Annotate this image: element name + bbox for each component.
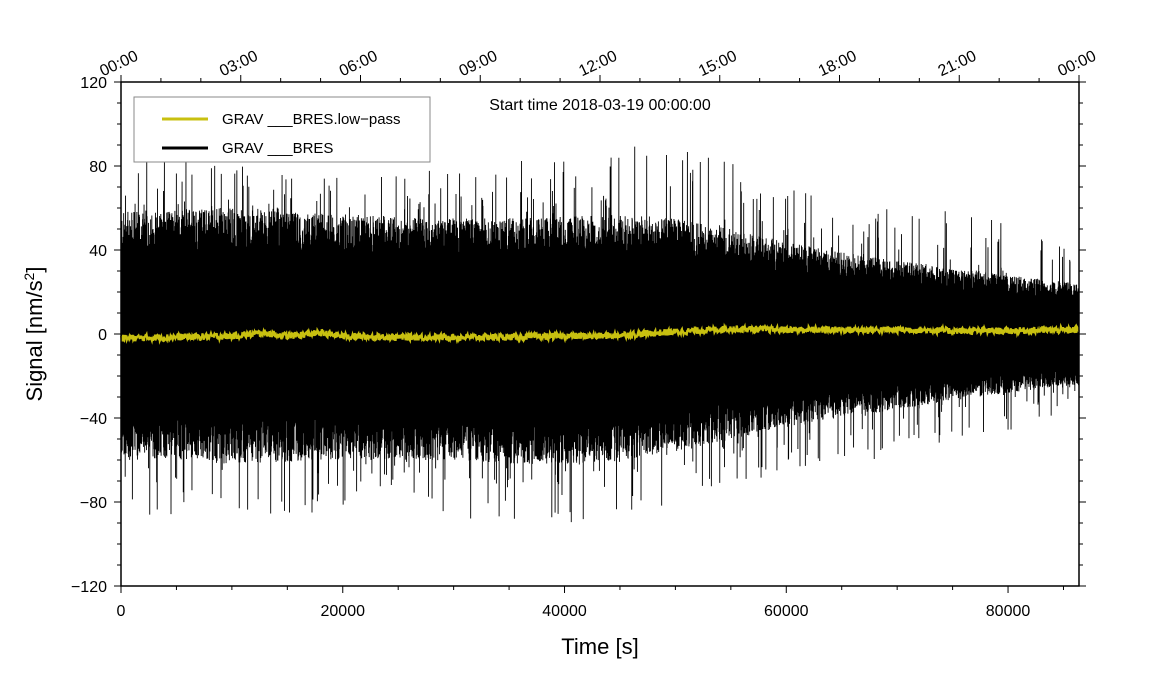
x-tick-label: 20000 bbox=[321, 603, 366, 620]
top-tick-label: 15:00 bbox=[696, 48, 740, 80]
x-tick-label: 80000 bbox=[986, 603, 1031, 620]
y-tick-label: 120 bbox=[80, 75, 107, 92]
top-tick-label: 00:00 bbox=[1055, 48, 1099, 80]
y-axis-title-sup: 2 bbox=[21, 272, 37, 280]
top-tick-label: 12:00 bbox=[576, 48, 620, 80]
x-tick-label: 60000 bbox=[764, 603, 809, 620]
top-tick-label: 03:00 bbox=[217, 48, 261, 80]
top-tick-label: 18:00 bbox=[816, 48, 860, 80]
y-tick-label: −80 bbox=[80, 495, 107, 512]
x-tick-label: 0 bbox=[117, 603, 126, 620]
y-axis-title-main: Signal [nm/s bbox=[22, 280, 47, 401]
y-axis-title-end: ] bbox=[22, 267, 47, 273]
series-grav-bres-low-pass bbox=[119, 322, 1081, 345]
legend-box bbox=[133, 96, 431, 163]
y-tick-label: 40 bbox=[89, 243, 107, 260]
top-tick-label: 00:00 bbox=[97, 48, 141, 80]
top-tick-label: 09:00 bbox=[457, 48, 501, 80]
legend-label-low-pass: GRAV ___BRES.low−pass bbox=[222, 111, 401, 128]
top-tick-label: 06:00 bbox=[337, 48, 381, 80]
x-tick-label: 40000 bbox=[542, 603, 587, 620]
legend: GRAV ___BRES.low−pass GRAV ___BRES bbox=[133, 96, 431, 163]
x-axis-title: Time [s] bbox=[561, 634, 638, 659]
y-tick-label: 0 bbox=[98, 327, 107, 344]
start-time-annotation: Start time 2018-03-19 00:00:00 bbox=[489, 97, 711, 114]
y-tick-label: −120 bbox=[71, 579, 107, 596]
top-tick-label: 21:00 bbox=[936, 48, 980, 80]
y-tick-label: 80 bbox=[89, 159, 107, 176]
plot-area bbox=[119, 146, 1081, 523]
series-grav-bres bbox=[120, 146, 1080, 523]
y-tick-label: −40 bbox=[80, 411, 107, 428]
y-axis-title: Signal [nm/s2] bbox=[21, 267, 47, 402]
legend-label-raw: GRAV ___BRES bbox=[222, 140, 333, 157]
